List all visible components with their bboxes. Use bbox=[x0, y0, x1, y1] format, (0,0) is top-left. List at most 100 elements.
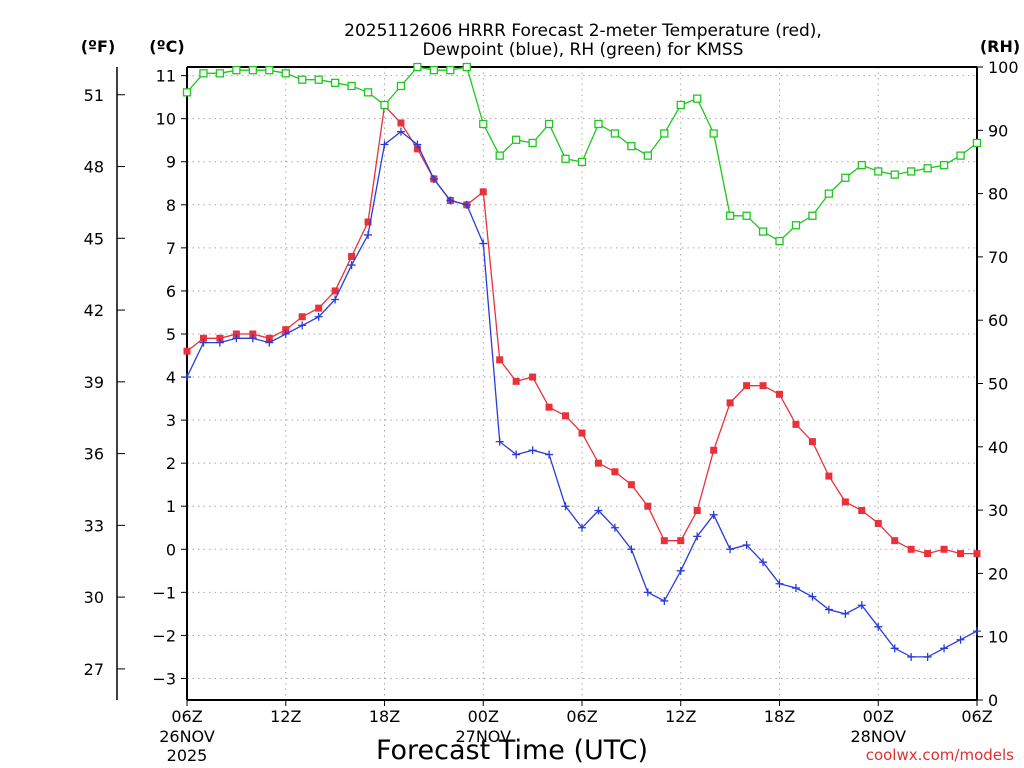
rh-point bbox=[874, 167, 883, 176]
rh-tick-label: 60 bbox=[988, 311, 1008, 330]
x-tick-label: 06Z bbox=[961, 707, 992, 726]
rh-point bbox=[725, 211, 735, 220]
temperature-point bbox=[397, 119, 405, 127]
rh-point bbox=[956, 151, 965, 160]
celsius-tick-label: 7 bbox=[166, 239, 176, 258]
rh-point bbox=[709, 129, 718, 138]
dewpoint-point bbox=[857, 601, 866, 610]
temperature-point bbox=[512, 377, 520, 385]
dewpoint-point bbox=[808, 592, 817, 601]
rh-point bbox=[544, 119, 554, 129]
rh-point bbox=[660, 129, 669, 138]
fahrenheit-tick-label: 39 bbox=[84, 373, 104, 392]
temperature-point bbox=[562, 412, 570, 420]
fahrenheit-unit-label: (ºF) bbox=[81, 37, 116, 56]
dewpoint-point bbox=[578, 523, 586, 532]
celsius-tick-label: 6 bbox=[166, 282, 176, 301]
rh-point bbox=[248, 66, 257, 75]
rh-tick-label: 50 bbox=[988, 375, 1008, 394]
dewpoint-point bbox=[199, 338, 208, 347]
tick-labels: 11109876543210−1−2−351484542393633302710… bbox=[84, 58, 1019, 765]
celsius-tick-label: 0 bbox=[166, 540, 176, 559]
rh-point bbox=[232, 66, 241, 75]
rh-point bbox=[775, 236, 784, 246]
dewpoint-point bbox=[594, 506, 603, 515]
temperature-point bbox=[265, 334, 273, 342]
dewpoint-point bbox=[660, 596, 669, 605]
rh-point bbox=[528, 138, 537, 148]
dewpoint-point bbox=[347, 261, 356, 270]
chart-title-line1: 2025112606 HRRR Forecast 2-meter Tempera… bbox=[344, 21, 822, 41]
x-tick-date-label: 28NOV bbox=[850, 727, 906, 746]
celsius-unit-label: (ºC) bbox=[149, 37, 184, 56]
rh-tick-label: 10 bbox=[988, 628, 1008, 647]
rh-tick-label: 20 bbox=[988, 564, 1008, 583]
series-dewpoint bbox=[183, 127, 981, 661]
dewpoint-point bbox=[314, 312, 323, 321]
x-tick-label: 12Z bbox=[665, 707, 696, 726]
temperature-point bbox=[644, 502, 652, 510]
fahrenheit-tick-label: 36 bbox=[84, 445, 104, 464]
temperature-point bbox=[891, 537, 899, 545]
dewpoint-point bbox=[791, 584, 800, 593]
celsius-tick-label: 3 bbox=[166, 411, 176, 430]
rh-point bbox=[939, 160, 949, 170]
celsius-tick-label: 11 bbox=[156, 67, 176, 86]
dewpoint-point bbox=[907, 652, 916, 661]
rh-point bbox=[512, 135, 521, 144]
x-tick-label: 18Z bbox=[764, 707, 795, 726]
rh-point bbox=[363, 88, 373, 97]
temperature-point bbox=[479, 188, 487, 196]
dewpoint-point bbox=[265, 338, 274, 347]
dewpoint-point bbox=[742, 540, 751, 549]
credit-text: coolwx.com/models bbox=[866, 746, 1014, 764]
rh-point bbox=[693, 94, 702, 103]
temperature-point bbox=[578, 429, 586, 437]
dewpoint-point bbox=[446, 196, 455, 205]
dewpoint-point bbox=[643, 588, 652, 597]
rh-tick-label: 80 bbox=[988, 185, 1008, 204]
dewpoint-point bbox=[331, 295, 340, 304]
temperature-point bbox=[792, 420, 800, 428]
dewpoint-point bbox=[726, 545, 735, 554]
rh-tick-label: 0 bbox=[988, 691, 998, 710]
dewpoint-point bbox=[759, 558, 768, 567]
x-tick-label: 06Z bbox=[566, 707, 597, 726]
rh-point bbox=[808, 211, 817, 220]
rh-point bbox=[791, 221, 801, 230]
rh-point bbox=[298, 75, 307, 84]
rh-point bbox=[182, 88, 192, 97]
temperature-point bbox=[743, 382, 751, 390]
axes bbox=[116, 66, 983, 706]
x-axis-label: Forecast Time (UTC) bbox=[376, 735, 648, 766]
temperature-point bbox=[627, 481, 635, 489]
x-tick-date-label: 26NOV bbox=[159, 727, 215, 746]
rh-tick-label: 30 bbox=[988, 501, 1008, 520]
chart-title-line2: Dewpoint (blue), RH (green) for KMSS bbox=[423, 40, 744, 60]
temperature-point bbox=[232, 330, 240, 338]
temperature-point bbox=[940, 545, 948, 553]
rh-point bbox=[923, 164, 932, 173]
dewpoint-point bbox=[923, 652, 932, 661]
temperature-point bbox=[660, 537, 668, 545]
temperature-point bbox=[199, 334, 207, 342]
rh-point bbox=[857, 160, 866, 170]
x-tick-label: 12Z bbox=[270, 707, 301, 726]
rh-point bbox=[446, 66, 455, 75]
rh-point bbox=[627, 141, 636, 151]
dewpoint-point bbox=[973, 627, 981, 636]
temperature-point bbox=[348, 252, 356, 260]
temperature-point bbox=[973, 550, 981, 558]
rh-point bbox=[396, 81, 406, 91]
temperature-point bbox=[710, 446, 718, 454]
temperature-point bbox=[924, 550, 932, 558]
rh-point bbox=[314, 75, 323, 84]
rh-point bbox=[199, 69, 208, 78]
dewpoint-point bbox=[479, 239, 488, 248]
temperature-point bbox=[693, 507, 701, 515]
rh-point bbox=[890, 170, 899, 179]
rh-point bbox=[462, 62, 471, 72]
rh-point bbox=[215, 69, 225, 78]
temperature-point bbox=[545, 403, 553, 411]
